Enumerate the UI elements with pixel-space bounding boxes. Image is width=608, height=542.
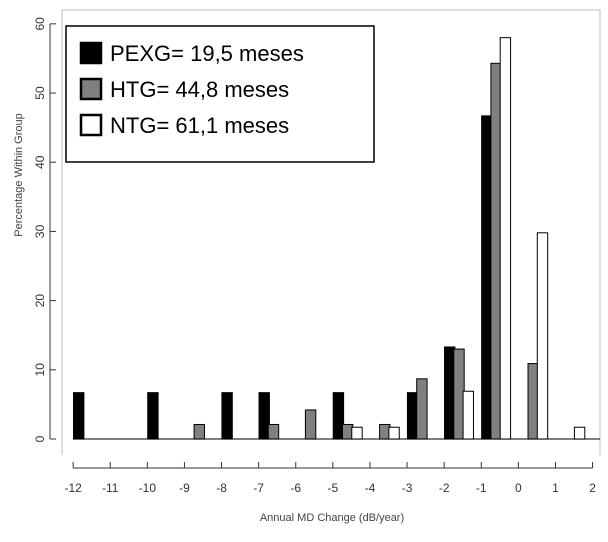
y-tick-label: 40 <box>33 155 47 169</box>
bar-1-2 <box>147 392 159 440</box>
bar-2-1 <box>193 423 205 440</box>
x-tick-label: -11 <box>102 481 119 495</box>
legend-swatch-1 <box>79 41 103 65</box>
legend: PEXG= 19,5 meses HTG= 44,8 meses NTG= 61,1… <box>65 25 375 163</box>
x-tick-label: -10 <box>139 481 157 495</box>
legend-label-2: HTG= 44,8 meses <box>110 77 289 102</box>
bar-2-3 <box>304 409 317 440</box>
x-tick-label: -4 <box>365 481 376 495</box>
x-tick-label: -6 <box>290 481 301 495</box>
x-tick-label: -12 <box>64 481 82 495</box>
legend-swatch-2 <box>79 77 103 101</box>
x-tick-label: 0 <box>515 481 522 495</box>
y-tick-label: 60 <box>33 17 47 31</box>
x-tick-label: -7 <box>253 481 264 495</box>
y-axis: 0 10 20 30 40 50 60 <box>33 17 56 442</box>
bar-3-6 <box>573 426 586 440</box>
y-tick-label: 50 <box>33 86 47 100</box>
x-tick-label: -3 <box>402 481 413 495</box>
bar-3-4 <box>499 37 512 440</box>
bars-layer <box>73 37 586 440</box>
y-tick-label: 10 <box>33 363 47 377</box>
legend-label-1: PEXG= 19,5 meses <box>110 41 304 66</box>
bar-3-1 <box>351 426 363 440</box>
y-tick-label: 0 <box>33 435 47 442</box>
x-tick-label: -9 <box>179 481 190 495</box>
plot-border <box>61 9 601 455</box>
legend-label-3: NTG= 61,1 meses <box>110 113 289 138</box>
bar-1-4 <box>258 392 270 440</box>
bar-1-3 <box>221 392 233 440</box>
y-tick-label: 30 <box>33 224 47 238</box>
bar-3-3 <box>462 390 474 440</box>
x-axis-label: Annual MD Change (dB/year) <box>260 512 404 524</box>
bar-1-5 <box>332 392 345 440</box>
x-tick-label: -2 <box>439 481 450 495</box>
bar-3-5 <box>536 232 549 440</box>
y-tick-label: 20 <box>33 294 47 308</box>
x-tick-label: -5 <box>328 481 339 495</box>
x-tick-label: -1 <box>476 481 487 495</box>
legend-box <box>65 25 375 163</box>
x-tick-label: 1 <box>552 481 559 495</box>
legend-swatch-3 <box>79 113 103 137</box>
bar-3-2 <box>388 426 400 440</box>
x-axis: -12 -11 -10 -9 -8 -7 -6 -5 -4 -3 -2 -1 0 1 2 <box>64 462 596 495</box>
x-tick-label: -8 <box>216 481 227 495</box>
bar-2-6 <box>416 378 428 440</box>
bar-2-2 <box>267 423 280 440</box>
x-tick-label: 2 <box>589 481 596 495</box>
bar-1-1 <box>73 392 85 440</box>
y-axis-label: Percentage Within Group <box>13 113 25 237</box>
